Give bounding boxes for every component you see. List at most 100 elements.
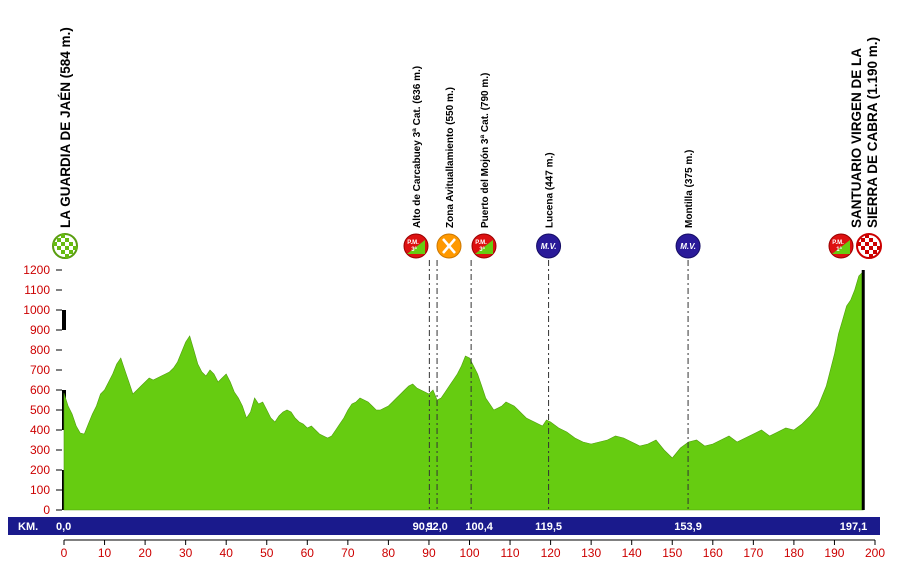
km-marker-label: 197,1 bbox=[840, 521, 868, 533]
finish-icon-square bbox=[865, 250, 869, 254]
x-tick-label: 70 bbox=[341, 546, 355, 560]
mountain-icon-bottom: 3ª bbox=[411, 246, 417, 253]
mountain-icon-slope bbox=[832, 240, 850, 254]
sprint-icon: M.V. bbox=[675, 233, 701, 259]
y-tick-label: 700 bbox=[30, 363, 50, 377]
finish-icon-square bbox=[869, 246, 873, 250]
x-tick-label: 10 bbox=[98, 546, 112, 560]
finish-name-line-2: SIERRA DE CABRA (1.190 m.) bbox=[865, 37, 880, 228]
annotation-icons: P.M.3ªP.M.3ª M.V. M.V. P.M.1ª bbox=[52, 233, 882, 259]
start-icon-square bbox=[61, 250, 65, 254]
km-bar: KM. 0,0 90,192,0 100,4 119,5 153,9 197,1 bbox=[8, 517, 880, 535]
finish-icon-square bbox=[857, 242, 861, 246]
sprint-icon-circle bbox=[675, 233, 701, 259]
elevation-series bbox=[63, 271, 864, 511]
start-icon-square bbox=[65, 254, 69, 258]
finish-icon-square bbox=[861, 246, 865, 250]
axes: 0100200300400500600700800900100011001200… bbox=[23, 263, 885, 560]
km-marker-label: 100,4 bbox=[465, 521, 493, 533]
start-icon-square bbox=[53, 242, 57, 246]
y-tick-label: 400 bbox=[30, 423, 50, 437]
place-label: Puerto del Mojón 3ª Cat. (790 m.) bbox=[480, 73, 491, 228]
place-label: Montilla (375 m.) bbox=[684, 150, 695, 228]
x-tick-label: 170 bbox=[743, 546, 763, 560]
start-icon-square bbox=[69, 242, 73, 246]
x-tick-label: 0 bbox=[61, 546, 68, 560]
start-icon-square bbox=[65, 238, 69, 242]
mountain-icon-top: P.M. bbox=[407, 240, 419, 246]
mountain-icon-slope bbox=[475, 240, 493, 254]
start-icon-square bbox=[61, 242, 65, 246]
y-tick-label: 900 bbox=[30, 323, 50, 337]
mountain-3-icon: P.M.3ª bbox=[403, 233, 429, 259]
start-icon-square bbox=[57, 238, 61, 242]
y-tick-label: 300 bbox=[30, 443, 50, 457]
mountain-icon-top: P.M. bbox=[832, 240, 844, 246]
start-icon-square bbox=[73, 246, 77, 250]
finish-flag-icon bbox=[856, 233, 882, 259]
y-tick-label: 500 bbox=[30, 403, 50, 417]
start-icon-square bbox=[69, 250, 73, 254]
x-tick-label: 110 bbox=[500, 546, 519, 560]
km-marker-label: 92,0 bbox=[426, 521, 447, 533]
finish-icon-square bbox=[865, 234, 869, 238]
x-tick-label: 60 bbox=[301, 546, 315, 560]
y-tick-label: 800 bbox=[30, 343, 50, 357]
y-tick-label: 1000 bbox=[23, 303, 50, 317]
feed-zone-icon bbox=[436, 233, 462, 259]
x-tick-label: 90 bbox=[422, 546, 436, 560]
place-label: Alto de Carcabuey 3ª Cat. (636 m.) bbox=[412, 66, 423, 228]
x-tick-label: 130 bbox=[581, 546, 601, 560]
start-icon-square bbox=[65, 246, 69, 250]
x-tick-label: 40 bbox=[220, 546, 234, 560]
sprint-icon-label: M.V. bbox=[680, 242, 696, 251]
mountain-1-icon: P.M.1ª bbox=[828, 233, 854, 259]
start-name-label: LA GUARDIA DE JAÉN (584 m.) bbox=[58, 27, 73, 228]
y-tick-label: 600 bbox=[30, 383, 50, 397]
km-bar-background bbox=[8, 517, 880, 535]
km-marker-label: 119,5 bbox=[535, 521, 562, 533]
km-marker-label: 153,9 bbox=[674, 521, 702, 533]
x-axis-label: KM. bbox=[18, 521, 38, 533]
finish-icon-square bbox=[869, 254, 873, 258]
place-label: Lucena (447 m.) bbox=[545, 152, 556, 228]
finish-icon-square bbox=[869, 238, 873, 242]
x-tick-label: 100 bbox=[459, 546, 479, 560]
x-tick-label: 20 bbox=[138, 546, 152, 560]
km-marker-label: 0,0 bbox=[56, 521, 71, 533]
mountain-icon-slope bbox=[407, 240, 425, 254]
start-icon-square bbox=[61, 234, 65, 238]
sprint-icon-label: M.V. bbox=[541, 242, 557, 251]
y-tick-label: 1200 bbox=[23, 263, 50, 277]
finish-name-line-1: SANTUARIO VIRGEN DE LA bbox=[849, 48, 864, 228]
x-tick-label: 80 bbox=[382, 546, 396, 560]
x-tick-label: 160 bbox=[703, 546, 723, 560]
mountain-icon-bottom: 1ª bbox=[836, 246, 842, 253]
y-tick-label: 0 bbox=[43, 503, 50, 517]
x-tick-label: 180 bbox=[784, 546, 804, 560]
annotation-labels: LA GUARDIA DE JAÉN (584 m.) Alto de Carca… bbox=[58, 27, 880, 228]
km-marker-label: 90,1 bbox=[413, 521, 434, 533]
x-tick-label: 120 bbox=[541, 546, 561, 560]
mountain-3-icon: P.M.3ª bbox=[471, 233, 497, 259]
feed-icon-knife bbox=[442, 238, 456, 254]
finish-icon-square bbox=[873, 242, 877, 246]
start-icon-square bbox=[57, 246, 61, 250]
start-flag-icon bbox=[52, 233, 78, 259]
finish-icon-square bbox=[861, 238, 865, 242]
x-tick-label: 190 bbox=[824, 546, 844, 560]
sprint-icon-circle bbox=[536, 233, 562, 259]
y-tick-label: 1100 bbox=[24, 283, 50, 297]
mountain-icon-bottom: 3ª bbox=[479, 246, 485, 253]
x-tick-label: 30 bbox=[179, 546, 193, 560]
x-tick-label: 140 bbox=[622, 546, 642, 560]
y-tick-label: 100 bbox=[30, 483, 50, 497]
finish-icon-square bbox=[865, 242, 869, 246]
finish-icon-square bbox=[873, 250, 877, 254]
elevation-area bbox=[63, 270, 865, 511]
x-tick-label: 50 bbox=[260, 546, 274, 560]
x-tick-label: 200 bbox=[865, 546, 885, 560]
annotation-lines bbox=[428, 260, 689, 512]
finish-icon-square bbox=[877, 246, 881, 250]
